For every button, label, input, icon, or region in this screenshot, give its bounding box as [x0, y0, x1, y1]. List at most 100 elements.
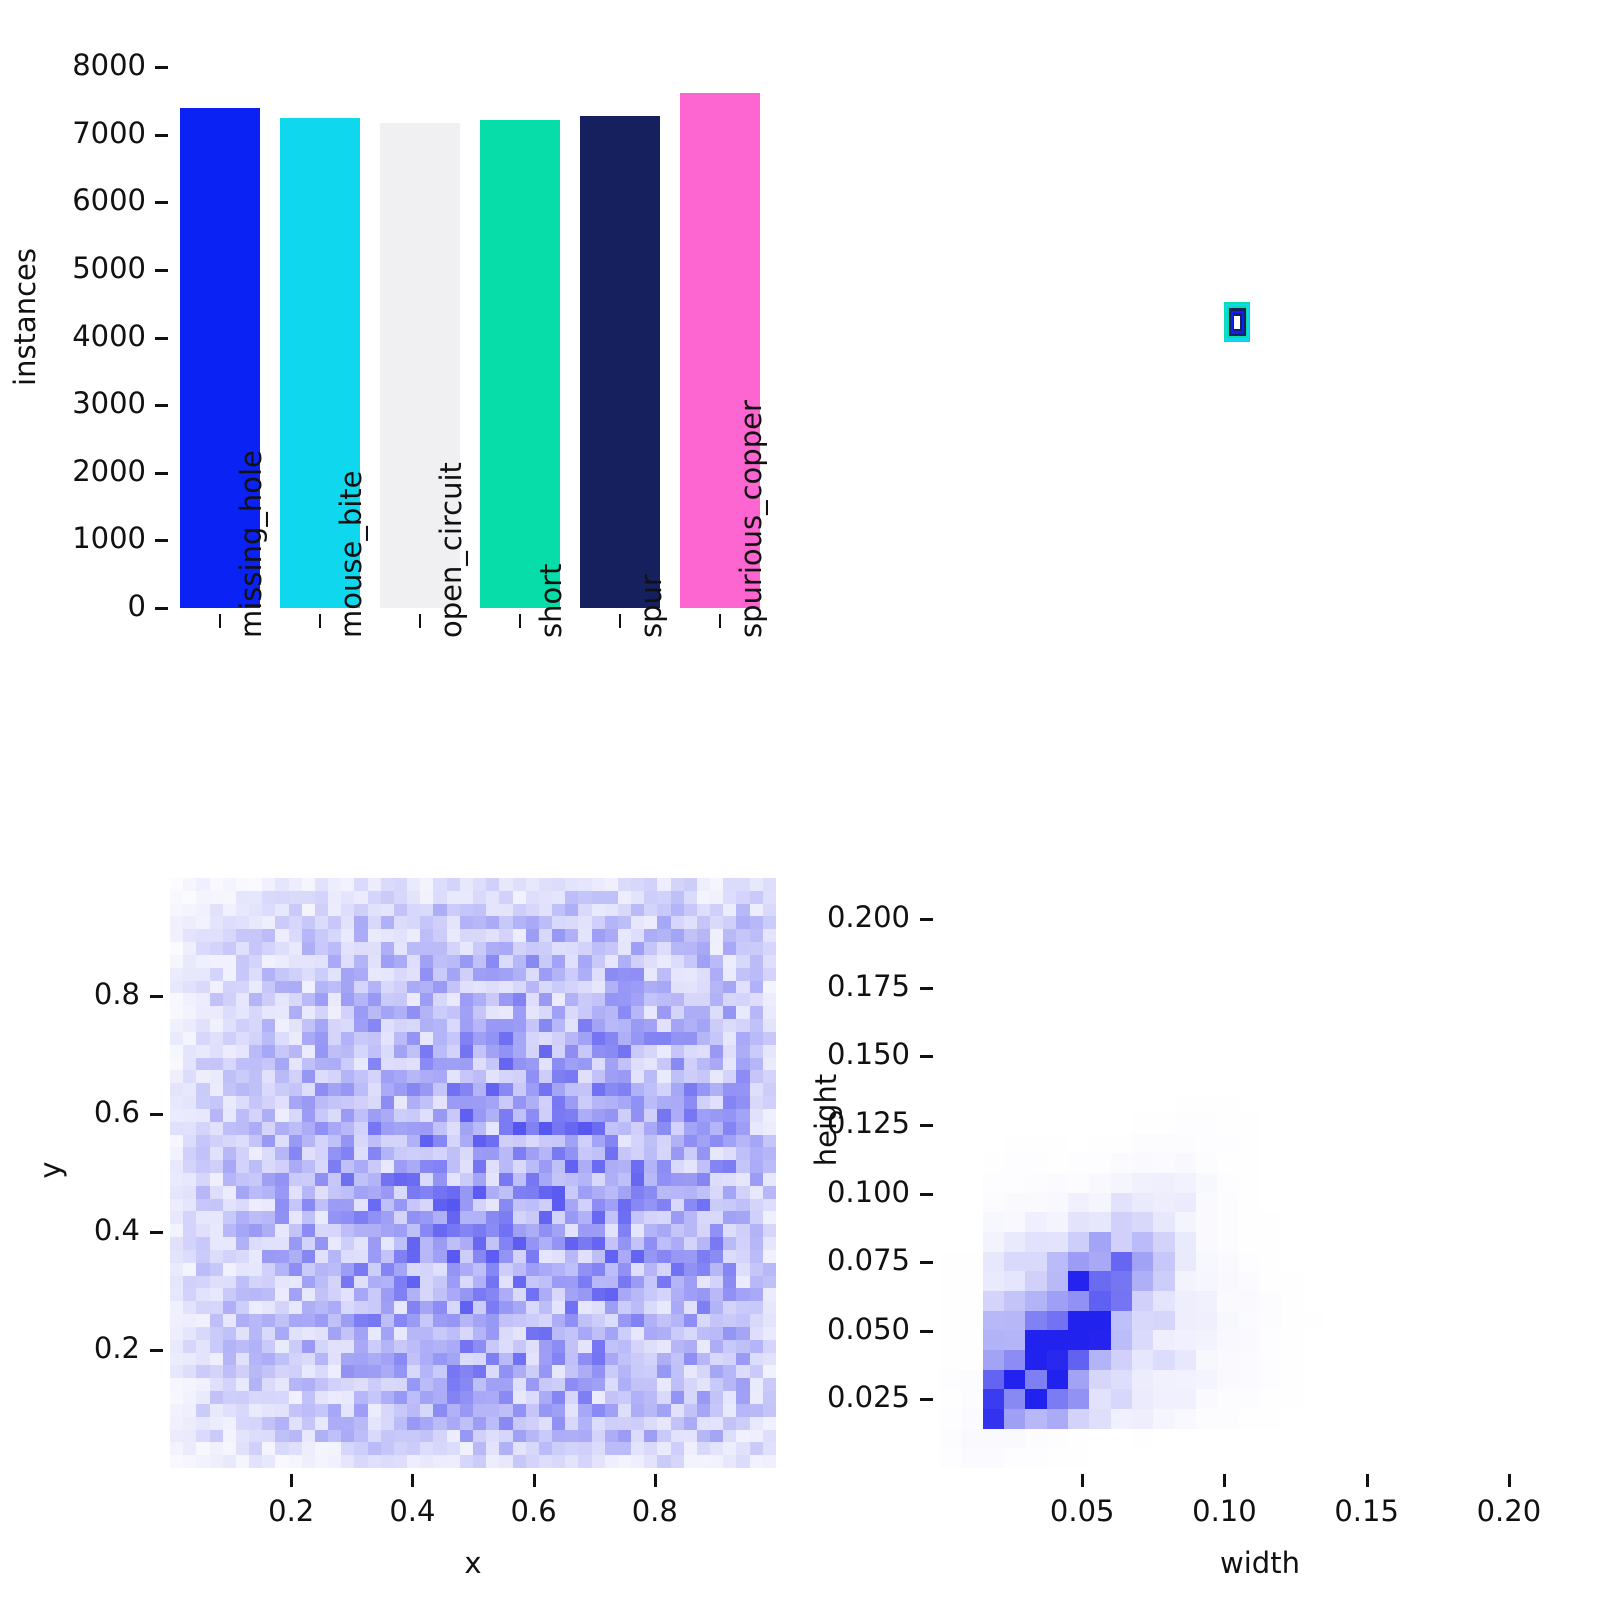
wh-heatmap-cell	[1153, 1035, 1175, 1055]
wh-heatmap-cell	[1473, 1408, 1495, 1429]
wh-heatmap-cell	[1046, 897, 1068, 918]
xy-heatmap-cell	[552, 1057, 566, 1071]
wh-heatmap-cell	[1004, 1054, 1026, 1075]
xy-heatmap-cell	[565, 1006, 579, 1020]
xy-heatmap-cell	[631, 1237, 645, 1250]
xy-heatmap-cell	[433, 1339, 447, 1353]
xy-heatmap-cell	[367, 980, 381, 994]
xy-heatmap-cell	[710, 1301, 724, 1315]
xy-heatmap-cell	[486, 1198, 500, 1212]
xy-heatmap-cell	[341, 1326, 355, 1340]
wh-heatmap-cell	[1089, 956, 1111, 977]
xy-heatmap-cell	[472, 1416, 487, 1430]
wh-heatmap-cell	[1558, 1054, 1580, 1075]
wh-heatmap-cell	[1409, 917, 1431, 937]
xy-heatmap-cell	[433, 954, 447, 968]
xy-heatmap-cell	[472, 890, 487, 904]
xy-heatmap-cell	[552, 1262, 566, 1276]
xy-heatmap-cell	[762, 1352, 776, 1366]
xy-heatmap-cell	[591, 1442, 605, 1456]
xy-heatmap-cell	[393, 1442, 408, 1456]
xy-heatmap-cell	[631, 903, 645, 917]
xy-heatmap-cell	[275, 1301, 289, 1315]
wh-heatmap-cell	[1302, 976, 1324, 996]
xy-heatmap-cell	[565, 1237, 579, 1250]
wh-heatmap-cell	[1473, 936, 1495, 957]
xy-heatmap-cell	[222, 1096, 236, 1109]
xy-heatmap-cell	[420, 1339, 434, 1353]
wh-heatmap-cell	[1302, 878, 1324, 898]
xy-heatmap-cell	[723, 1301, 737, 1315]
xy-heatmap-cell	[657, 967, 671, 981]
xy-heatmap-cell	[235, 929, 250, 943]
xy-heatmap-cell	[670, 980, 684, 994]
wh-heatmap-cell	[1068, 1192, 1090, 1213]
wh-heatmap-cell	[1004, 1330, 1026, 1350]
xy-heatmap-cell	[499, 1198, 513, 1212]
xy-heatmap-cell	[328, 1057, 342, 1071]
xy-heatmap-cell	[512, 1083, 526, 1097]
xy-heatmap-cell	[209, 1044, 223, 1058]
wh-heatmap-cell	[1153, 1369, 1175, 1390]
xy-heatmap-cell	[565, 1185, 579, 1199]
wh-y-tick-mark	[920, 1192, 933, 1196]
xy-heatmap-cell	[196, 929, 210, 943]
xy-heatmap-cell	[525, 954, 539, 968]
xy-heatmap-cell	[170, 1275, 184, 1289]
xy-x-tick: 0.6	[510, 1494, 557, 1528]
xy-heatmap-cell	[380, 1134, 394, 1148]
xy-heatmap-cell	[420, 1070, 434, 1084]
xy-heatmap-cell	[631, 1262, 645, 1276]
xy-heatmap-cell	[736, 1121, 750, 1135]
xy-heatmap-cell	[209, 1275, 223, 1289]
xy-heatmap-cell	[420, 916, 434, 930]
wh-heatmap-cell	[1089, 1290, 1111, 1311]
xy-heatmap-cell	[696, 1403, 711, 1417]
xy-heatmap-cell	[420, 967, 434, 981]
wh-heatmap-cell	[1452, 897, 1474, 918]
xy-heatmap-cell	[578, 1455, 592, 1468]
wh-heatmap-cell	[1281, 976, 1303, 996]
xy-heatmap-cell	[604, 1211, 618, 1225]
xy-heatmap-cell	[591, 1365, 605, 1379]
wh-heatmap-cell	[1324, 1074, 1346, 1095]
xy-heatmap-cell	[314, 1339, 329, 1353]
xy-heatmap-cell	[486, 980, 500, 994]
xy-heatmap-cell	[552, 1173, 566, 1186]
wh-heatmap-cell	[1473, 995, 1495, 1016]
xy-heatmap-cell	[565, 1160, 579, 1173]
xy-heatmap-cell	[552, 1121, 566, 1135]
xy-heatmap-cell	[525, 993, 539, 1007]
wh-heatmap-cell	[1110, 1035, 1132, 1055]
xy-heatmap-cell	[749, 890, 763, 904]
xy-heatmap-cell	[222, 878, 236, 891]
wh-heatmap-cell	[1196, 1428, 1218, 1449]
xy-heatmap-cell	[249, 929, 263, 943]
xy-heatmap-cell	[314, 1057, 329, 1071]
wh-heatmap-cell	[940, 1271, 962, 1291]
wh-heatmap-cell	[1302, 1330, 1324, 1350]
wh-heatmap-cell	[1004, 1113, 1026, 1134]
wh-heatmap-cell	[1217, 1094, 1239, 1114]
wh-heatmap-cell	[1302, 1369, 1324, 1390]
xy-heatmap-cell	[723, 954, 737, 968]
xy-heatmap-cell	[235, 1301, 250, 1315]
xy-heatmap-cell	[288, 1237, 302, 1250]
xy-heatmap-cell	[499, 1160, 513, 1173]
xy-heatmap-cell	[604, 1147, 618, 1161]
wh-heatmap-cells	[940, 878, 1580, 1468]
wh-heatmap-cell	[1452, 1251, 1474, 1272]
xy-heatmap-cell	[696, 1326, 711, 1340]
xy-heatmap-cell	[183, 1314, 197, 1327]
xy-heatmap-cell	[683, 1429, 697, 1443]
xy-heatmap-cell	[222, 929, 236, 943]
xy-heatmap-cell	[696, 1442, 711, 1456]
wh-heatmap-cell	[1046, 1153, 1068, 1173]
xy-heatmap-cell	[314, 993, 329, 1007]
xy-heatmap-cell	[565, 1224, 579, 1238]
xy-heatmap-cell	[235, 1237, 250, 1250]
xy-heatmap-cell	[301, 1031, 315, 1045]
xy-heatmap-cell	[183, 1442, 197, 1456]
wh-heatmap-cell	[1089, 1015, 1111, 1036]
xy-heatmap-cell	[420, 1237, 434, 1250]
